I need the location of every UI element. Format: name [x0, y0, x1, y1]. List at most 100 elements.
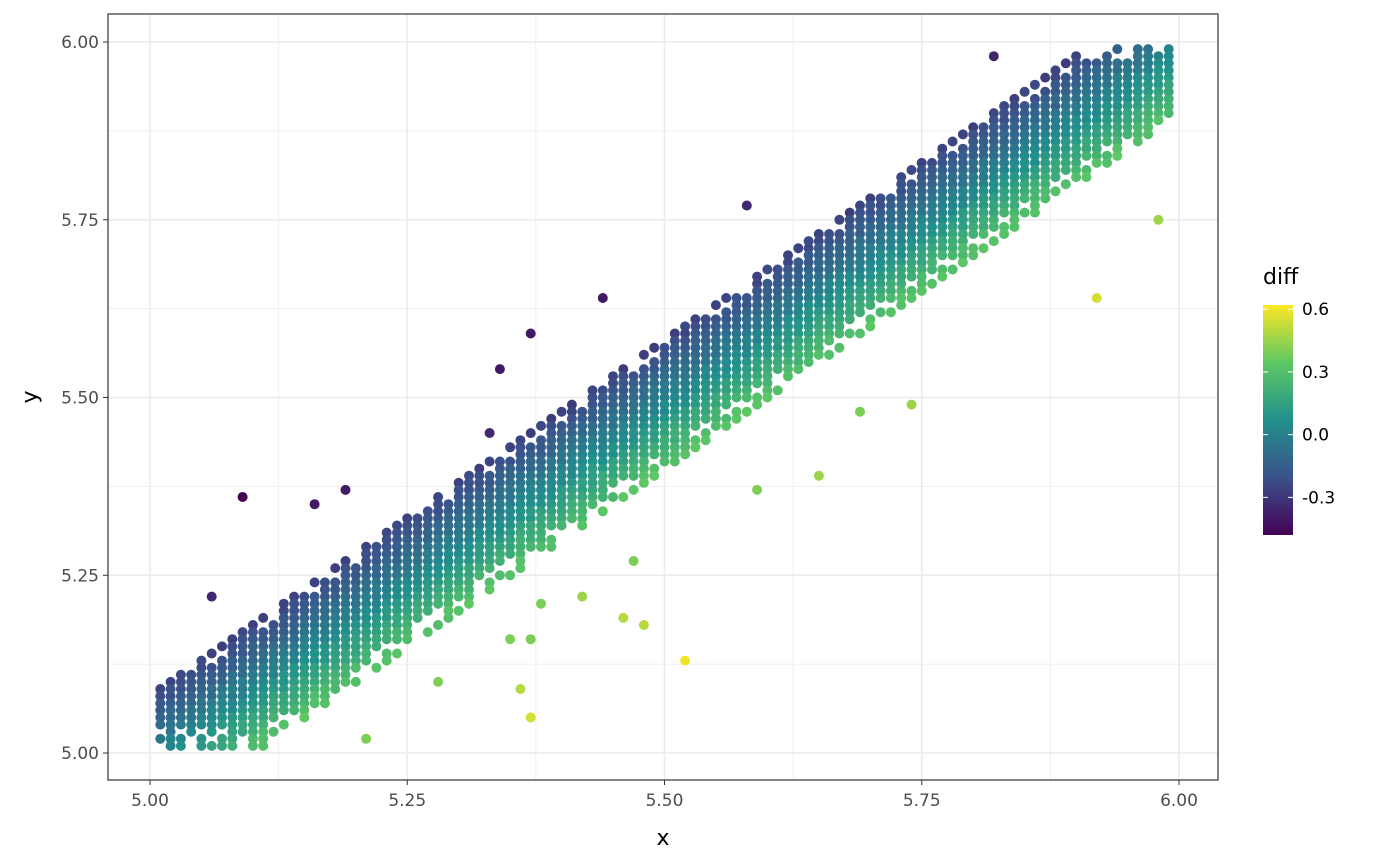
data-point [1143, 79, 1154, 90]
data-point [1112, 115, 1123, 126]
data-point [577, 477, 588, 488]
data-point [855, 221, 865, 232]
data-point [309, 662, 320, 673]
data-point [237, 662, 248, 673]
data-point [515, 470, 526, 481]
data-point [916, 207, 927, 218]
data-point [1019, 101, 1030, 111]
data-point [381, 591, 392, 602]
data-point [906, 229, 917, 239]
data-point [988, 236, 999, 247]
data-point [247, 655, 258, 666]
data-point [957, 250, 968, 261]
data-point [525, 456, 536, 467]
data-point [1040, 115, 1051, 126]
data-point [597, 477, 608, 488]
data-point [865, 300, 876, 311]
data-point [1009, 115, 1020, 126]
data-point [217, 684, 227, 694]
data-point [350, 584, 361, 595]
data-point [906, 200, 917, 211]
data-point [505, 541, 516, 552]
data-point [227, 698, 238, 709]
data-point [752, 285, 763, 296]
data-point [659, 399, 670, 410]
data-point [1153, 115, 1164, 126]
data-point [350, 591, 361, 602]
data-point [371, 627, 382, 638]
data-point [1029, 108, 1040, 119]
data-point [577, 428, 588, 439]
data-point [587, 413, 598, 424]
data-point [505, 470, 516, 481]
data-point [546, 520, 557, 531]
data-point [793, 321, 804, 332]
data-point [299, 676, 310, 687]
data-point [484, 556, 495, 566]
data-point [206, 669, 217, 680]
data-point [1081, 129, 1092, 140]
data-point [1132, 58, 1143, 69]
data-point [1102, 115, 1112, 126]
data-point [536, 513, 546, 524]
data-point [361, 548, 372, 559]
data-point [350, 612, 361, 623]
y-axis-label: y [18, 390, 43, 403]
data-point [278, 655, 289, 666]
data-point [947, 229, 958, 239]
data-point [525, 541, 536, 552]
data-point [1029, 179, 1040, 190]
data-point [258, 634, 269, 645]
data-point [330, 598, 341, 609]
data-point [505, 463, 516, 474]
data-point [947, 264, 958, 275]
data-point [453, 520, 464, 531]
data-point [381, 598, 392, 609]
data-point [1009, 200, 1020, 211]
data-point [464, 513, 474, 524]
data-point [1112, 150, 1123, 161]
data-point [896, 229, 907, 239]
data-point [659, 392, 670, 403]
data-point [566, 406, 577, 417]
data-point [433, 499, 444, 510]
data-point [772, 364, 783, 375]
data-point [464, 570, 474, 581]
data-point [494, 513, 505, 524]
data-point [299, 605, 310, 616]
data-point [793, 357, 804, 367]
data-point [999, 143, 1010, 154]
data-point [340, 655, 351, 666]
data-point [268, 641, 279, 652]
data-point [669, 406, 680, 417]
data-point [875, 243, 886, 254]
data-point [494, 463, 505, 474]
data-point [412, 563, 423, 574]
data-point [155, 691, 166, 702]
data-point [803, 307, 814, 318]
data-point [536, 442, 546, 453]
data-point [577, 499, 588, 510]
data-point [1060, 150, 1071, 161]
data-point [402, 591, 413, 602]
data-point [875, 236, 886, 247]
data-point [494, 541, 505, 552]
data-point [999, 150, 1010, 161]
data-point [484, 584, 495, 595]
data-point [710, 335, 721, 346]
data-point [618, 420, 629, 431]
data-point [824, 264, 835, 275]
data-point [988, 200, 999, 211]
data-point [237, 684, 248, 694]
data-point [536, 463, 546, 474]
data-point [669, 428, 680, 439]
data-point [1071, 172, 1082, 183]
data-point [741, 406, 752, 417]
data-point [361, 591, 372, 602]
data-point [721, 328, 732, 339]
data-point [1071, 136, 1082, 147]
data-point [1019, 86, 1030, 97]
data-point [1153, 101, 1164, 111]
data-point [618, 463, 629, 474]
data-point [556, 484, 567, 495]
